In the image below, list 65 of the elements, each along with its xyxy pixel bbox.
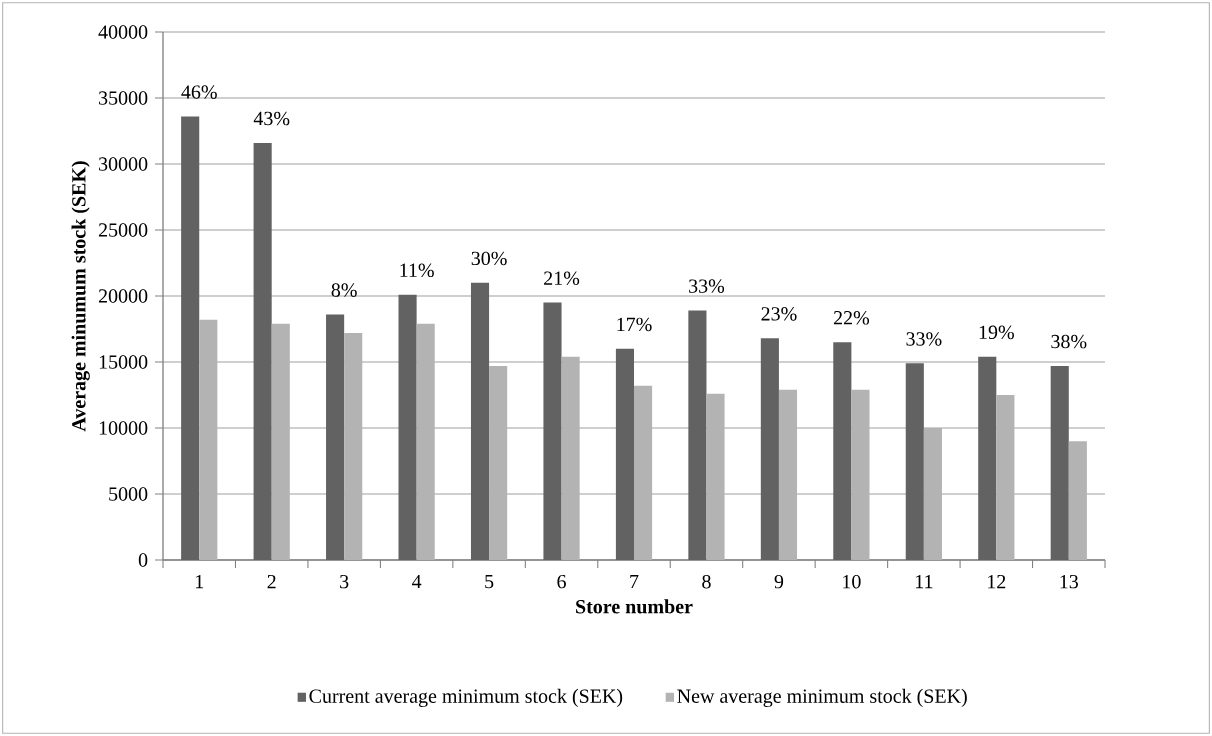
bar [489,365,508,560]
bar [778,389,798,560]
x-tick-label: 9 [774,574,784,589]
x-tick-label: 5 [485,574,494,589]
bar [996,395,1015,560]
y-axis-title: Average minumum stock (SEK) [71,161,90,432]
annotation: 43% [253,111,290,126]
bar [398,294,417,560]
annotation: 30% [471,251,507,266]
y-tick-label: 40000 [98,25,148,39]
y-tick-label: 5000 [109,487,148,501]
bar [905,363,924,560]
annotation: 19% [979,325,1014,340]
legend-label: New average minimum stock (SEK) [677,688,967,708]
annotation: 38% [1051,334,1087,349]
bar [416,323,435,560]
bar [833,342,852,560]
annotation: 33% [689,279,725,293]
bar [199,319,218,560]
bar [634,385,653,560]
bar [271,323,290,560]
x-tick-label: 12 [988,574,1006,589]
bar [253,142,272,560]
x-tick-label: 13 [1060,574,1078,589]
bar [344,332,363,560]
bar [181,116,200,560]
x-tick-label: 1 [195,574,204,589]
y-tick-label: 30000 [99,157,148,171]
bar [1068,441,1087,560]
y-tick-label: 35000 [99,91,148,105]
annotation: 33% [906,332,942,346]
annotation: 23% [761,307,797,321]
annotation: 11% [400,263,434,278]
y-tick-label: 0 [138,553,148,567]
annotation: 22% [833,311,870,325]
annotation: 21% [544,271,580,286]
bar [543,302,562,560]
y-tick-label: 10000 [99,421,148,435]
bar [615,348,635,560]
x-tick-label: 11 [915,574,933,589]
y-tick-label: 15000 [99,355,148,369]
y-tick-label: 25000 [98,223,148,237]
annotation: 17% [617,317,652,332]
bar [978,356,997,560]
x-tick-label: 6 [557,574,566,589]
bar [688,310,707,560]
bar [1050,365,1069,560]
bar [326,314,345,560]
bar [706,393,725,560]
bar [851,389,870,560]
bar [470,282,490,560]
x-tick-label: 8 [702,574,711,589]
annotation: 8% [331,283,357,297]
x-tick-label: 2 [267,574,276,589]
x-tick-label: 4 [412,574,422,589]
y-tick-label: 20000 [98,289,148,303]
bar [760,338,779,560]
bar [923,428,942,560]
bar [561,356,580,560]
x-tick-label: 10 [843,574,861,589]
legend-label: Current average minimum stock (SEK) [309,688,623,708]
x-tick-label: 3 [340,574,349,589]
annotation: 46% [181,85,217,99]
x-tick-label: 7 [630,574,639,589]
x-axis-title: Store number [576,599,693,614]
